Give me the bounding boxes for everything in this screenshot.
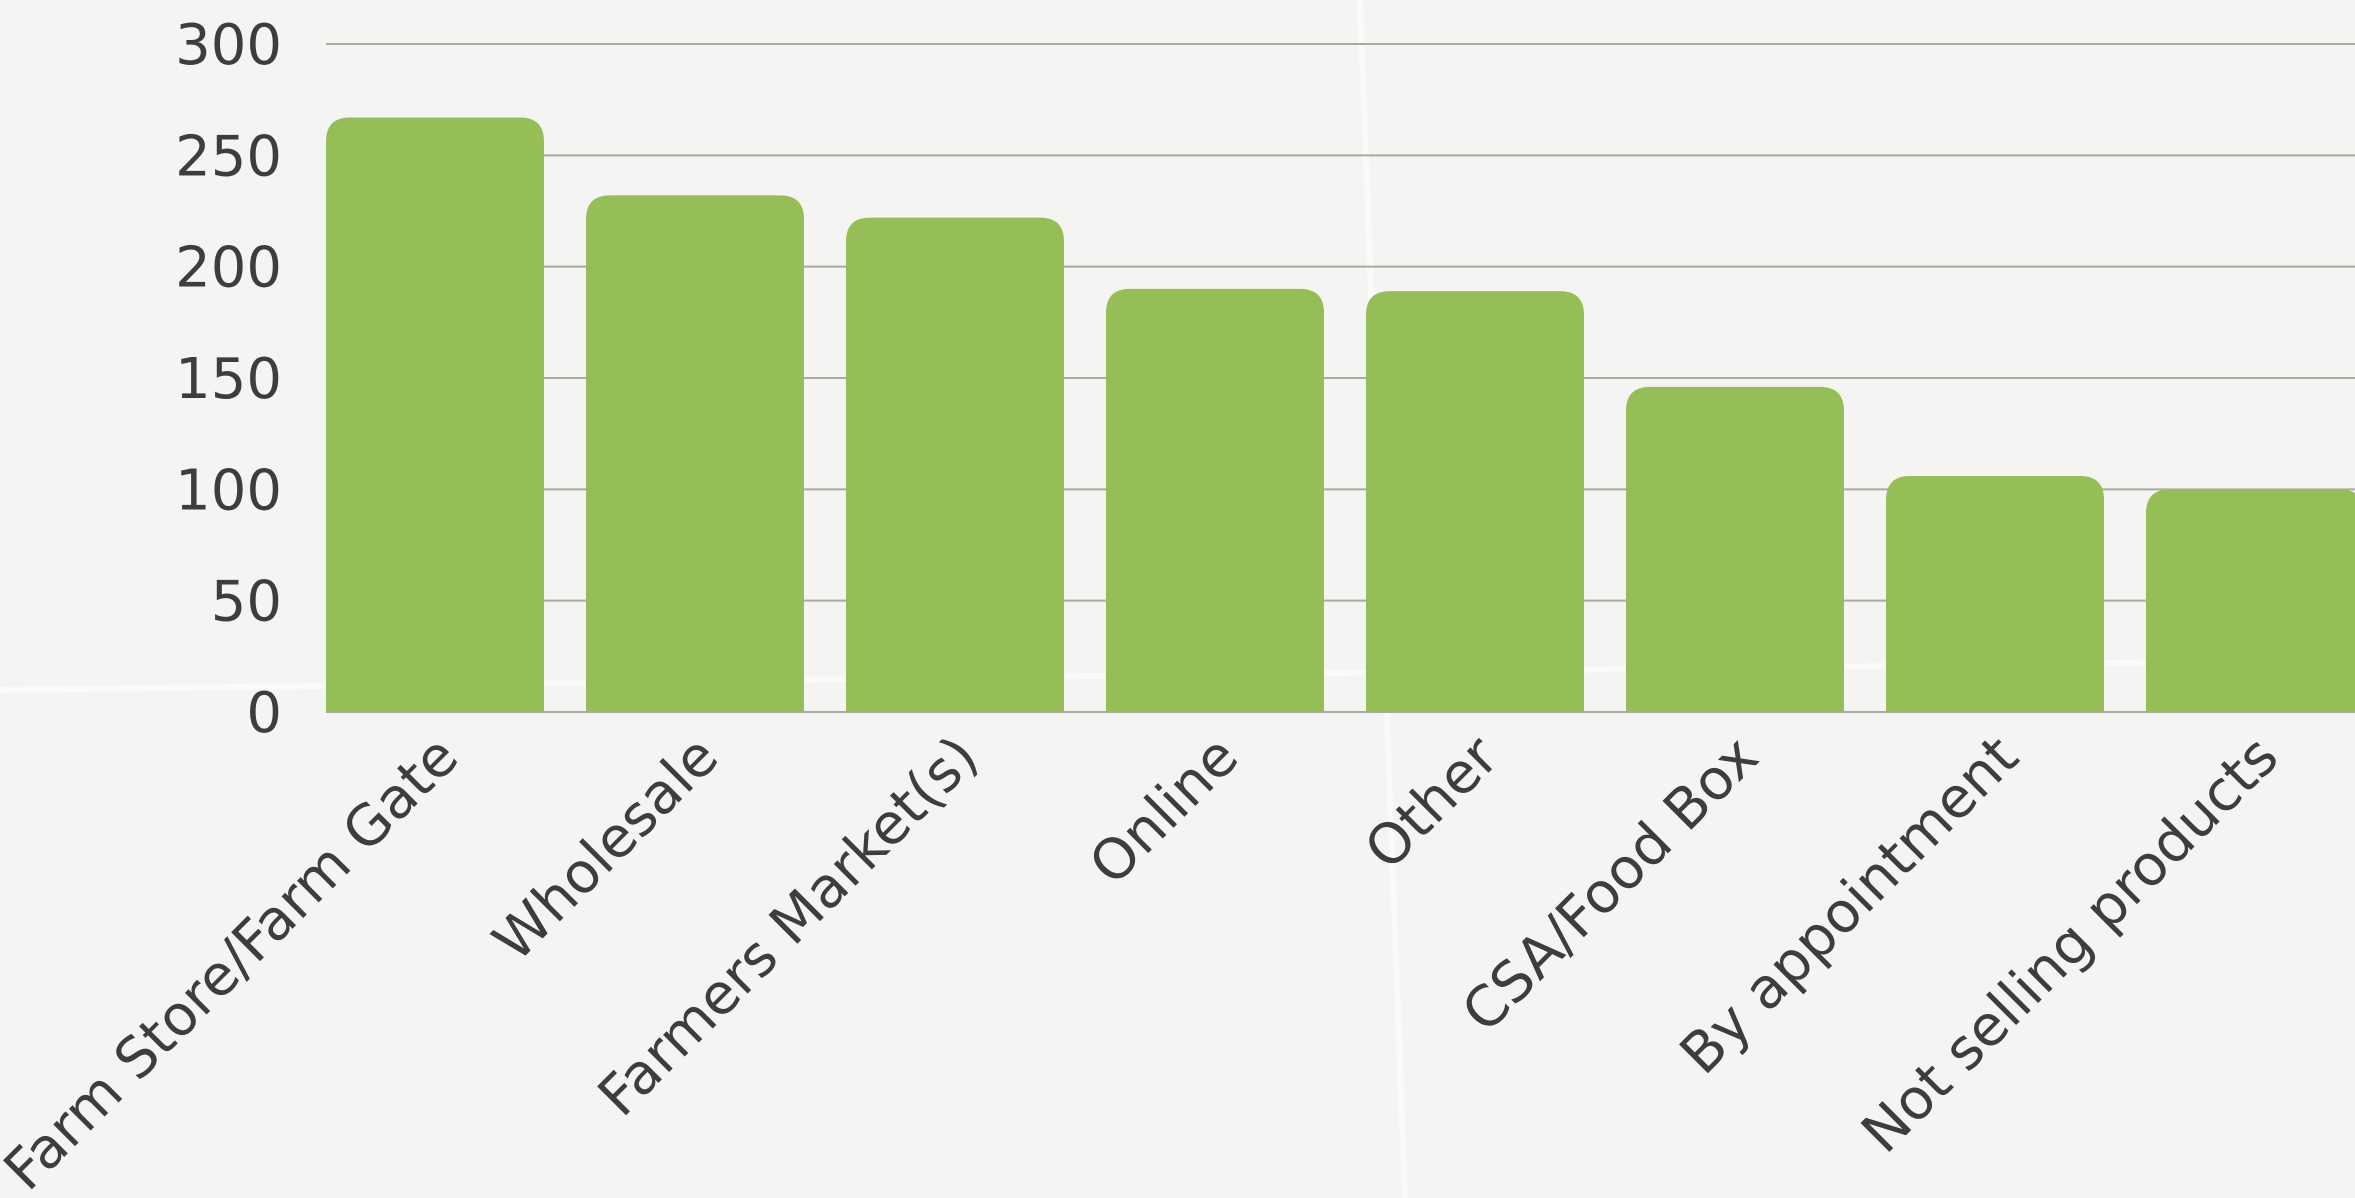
y-tick-label: 100 bbox=[175, 458, 282, 523]
bar-1 bbox=[586, 195, 804, 712]
y-tick-label: 150 bbox=[175, 347, 282, 412]
bar-3 bbox=[1106, 288, 1324, 712]
bar-7 bbox=[2146, 489, 2355, 712]
bar-2 bbox=[846, 217, 1064, 712]
bar-0 bbox=[326, 117, 544, 713]
bar-5 bbox=[1626, 386, 1844, 712]
y-tick-label: 0 bbox=[246, 681, 282, 746]
y-tick-label: 300 bbox=[175, 13, 282, 78]
category-label: Farm Store/Farm Gate bbox=[0, 724, 471, 1198]
category-label: Other bbox=[1353, 723, 1512, 882]
category-label: Not selling products bbox=[1849, 724, 2291, 1166]
y-axis-tick-labels: 0 50 100 150 200 250 300 bbox=[175, 13, 282, 746]
y-tick-label: 250 bbox=[175, 124, 282, 189]
y-tick-label: 50 bbox=[211, 570, 282, 635]
bar-6 bbox=[1886, 475, 2104, 712]
category-label: Online bbox=[1077, 724, 1251, 898]
bar-4 bbox=[1366, 291, 1584, 712]
y-tick-label: 200 bbox=[175, 236, 282, 301]
category-label: Wholesale bbox=[481, 724, 731, 974]
bars bbox=[326, 117, 2355, 713]
